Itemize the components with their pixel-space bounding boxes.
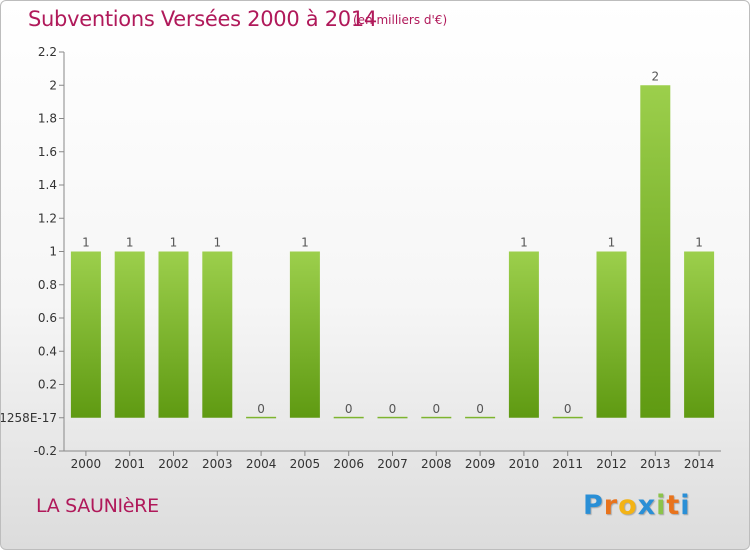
bar-data-label: 1	[608, 236, 616, 250]
bar	[465, 416, 496, 419]
y-tick-label: -0.2	[34, 444, 57, 458]
bar-data-label: 1	[695, 236, 703, 250]
logo-letter: x	[637, 490, 657, 521]
x-tick-label: 2005	[290, 457, 321, 471]
bar	[333, 416, 364, 419]
bar	[552, 416, 583, 419]
bar-data-label: 0	[345, 402, 353, 416]
logo-letter: i	[656, 490, 667, 521]
proxiti-logo[interactable]: Proxiti	[583, 490, 691, 521]
y-tick-label: 1.6	[38, 145, 57, 159]
x-tick-label: 2007	[377, 457, 408, 471]
bar	[289, 251, 320, 418]
bar	[640, 85, 671, 418]
bar	[421, 416, 452, 419]
bar-data-label: 1	[170, 236, 178, 250]
y-tick-label: 0.4	[38, 344, 57, 358]
bar-data-label: 1	[301, 236, 309, 250]
bar-data-label: 0	[432, 402, 440, 416]
bar	[70, 251, 101, 418]
x-tick-label: 2014	[684, 457, 715, 471]
bar	[114, 251, 145, 418]
y-tick-label: 2	[49, 78, 57, 92]
bar-data-label: 1	[126, 236, 134, 250]
bar	[508, 251, 539, 418]
x-tick-label: 2000	[71, 457, 102, 471]
chart-subtitle: (en milliers d'€)	[353, 13, 448, 27]
y-tick-label: 1.8	[38, 112, 57, 126]
bar	[596, 251, 627, 418]
bar-data-label: 1	[82, 236, 90, 250]
x-tick-label: 2011	[552, 457, 583, 471]
y-tick-label: 0.6	[38, 311, 57, 325]
x-tick-label: 2002	[158, 457, 189, 471]
y-tick-label: 1	[49, 245, 57, 259]
x-tick-label: 2003	[202, 457, 233, 471]
bar	[202, 251, 233, 418]
bar	[377, 416, 408, 419]
logo-letter: r	[603, 490, 619, 521]
logo-letter: t	[666, 490, 681, 521]
x-tick-label: 2013	[640, 457, 671, 471]
logo-letter: o	[618, 490, 638, 521]
logo-letter: i	[680, 490, 691, 521]
y-tick-label: -5.5511151231258E-17	[1, 411, 57, 425]
bar-data-label: 0	[389, 402, 397, 416]
bar	[246, 416, 277, 419]
logo-letter: P	[583, 490, 604, 521]
bar	[158, 251, 189, 418]
x-tick-label: 2006	[333, 457, 364, 471]
x-tick-label: 2012	[596, 457, 627, 471]
y-tick-label: 0.2	[38, 378, 57, 392]
y-tick-label: 2.2	[38, 45, 57, 59]
y-tick-label: 1.2	[38, 211, 57, 225]
x-tick-label: 2010	[509, 457, 540, 471]
commune-name: LA SAUNIèRE	[36, 495, 159, 517]
bar-data-label: 0	[476, 402, 484, 416]
x-tick-label: 2001	[114, 457, 145, 471]
x-tick-label: 2004	[246, 457, 277, 471]
bar-data-label: 1	[213, 236, 221, 250]
x-tick-label: 2008	[421, 457, 452, 471]
bar	[684, 251, 715, 418]
bar-data-label: 1	[520, 236, 528, 250]
chart-title: Subventions Versées 2000 à 2014	[28, 7, 377, 31]
x-tick-label: 2009	[465, 457, 496, 471]
bar-data-label: 2	[651, 69, 659, 83]
bar-data-label: 0	[257, 402, 265, 416]
y-tick-label: 1.4	[38, 178, 57, 192]
y-tick-label: 0.8	[38, 278, 57, 292]
bar-data-label: 0	[564, 402, 572, 416]
